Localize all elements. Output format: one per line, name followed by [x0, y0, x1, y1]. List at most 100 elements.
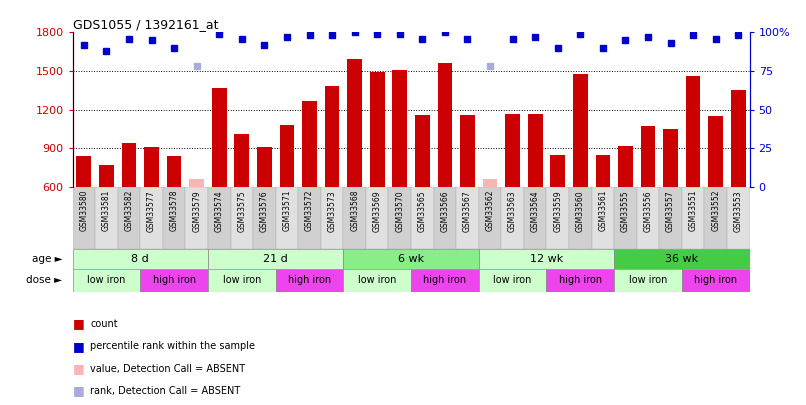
- Bar: [411, 187, 434, 249]
- Text: dose ►: dose ►: [27, 275, 62, 286]
- Bar: [686, 76, 700, 187]
- Bar: [682, 187, 704, 249]
- Bar: [460, 115, 475, 187]
- Bar: [343, 269, 411, 292]
- Text: GSM33569: GSM33569: [372, 190, 382, 232]
- Text: GSM33557: GSM33557: [666, 190, 675, 232]
- Text: percentile rank within the sample: percentile rank within the sample: [90, 341, 256, 351]
- Bar: [618, 146, 633, 187]
- Text: ■: ■: [73, 340, 85, 353]
- Bar: [298, 187, 321, 249]
- Bar: [212, 88, 226, 187]
- Text: 21 d: 21 d: [264, 254, 288, 264]
- Bar: [708, 116, 723, 187]
- Bar: [208, 249, 343, 269]
- Text: GSM33561: GSM33561: [598, 190, 608, 232]
- Bar: [366, 187, 388, 249]
- Text: 36 wk: 36 wk: [665, 254, 699, 264]
- Bar: [208, 269, 276, 292]
- Text: GSM33579: GSM33579: [192, 190, 202, 232]
- Text: 12 wk: 12 wk: [530, 254, 563, 264]
- Bar: [118, 187, 140, 249]
- Text: value, Detection Call = ABSENT: value, Detection Call = ABSENT: [90, 364, 245, 373]
- Bar: [343, 249, 479, 269]
- Bar: [550, 155, 565, 187]
- Bar: [479, 249, 614, 269]
- Bar: [280, 125, 294, 187]
- Bar: [415, 115, 430, 187]
- Bar: [343, 187, 366, 249]
- Bar: [276, 269, 343, 292]
- Bar: [185, 187, 208, 249]
- Bar: [208, 187, 231, 249]
- Bar: [393, 70, 407, 187]
- Bar: [641, 126, 655, 187]
- Bar: [704, 187, 727, 249]
- Bar: [370, 72, 384, 187]
- Bar: [302, 100, 317, 187]
- Text: GSM33559: GSM33559: [553, 190, 563, 232]
- Bar: [524, 187, 546, 249]
- Bar: [122, 143, 136, 187]
- Bar: [388, 187, 411, 249]
- Text: low iron: low iron: [358, 275, 397, 286]
- Text: GSM33574: GSM33574: [214, 190, 224, 232]
- Text: high iron: high iron: [694, 275, 737, 286]
- Bar: [140, 269, 208, 292]
- Bar: [163, 187, 185, 249]
- Text: GSM33560: GSM33560: [575, 190, 585, 232]
- Text: ■: ■: [73, 384, 85, 397]
- Bar: [528, 113, 542, 187]
- Bar: [253, 187, 276, 249]
- Text: high iron: high iron: [152, 275, 196, 286]
- Text: GSM33552: GSM33552: [711, 190, 721, 232]
- Bar: [573, 74, 588, 187]
- Text: GSM33575: GSM33575: [237, 190, 247, 232]
- Text: high iron: high iron: [288, 275, 331, 286]
- Text: GSM33568: GSM33568: [350, 190, 359, 232]
- Bar: [637, 187, 659, 249]
- Bar: [99, 165, 114, 187]
- Text: 8 d: 8 d: [131, 254, 149, 264]
- Text: age ►: age ►: [31, 254, 62, 264]
- Bar: [659, 187, 682, 249]
- Text: GSM33563: GSM33563: [508, 190, 517, 232]
- Bar: [546, 269, 614, 292]
- Bar: [546, 187, 569, 249]
- Text: GSM33564: GSM33564: [530, 190, 540, 232]
- Text: ■: ■: [73, 318, 85, 330]
- Bar: [682, 269, 750, 292]
- Bar: [501, 187, 524, 249]
- Bar: [434, 187, 456, 249]
- Text: low iron: low iron: [87, 275, 126, 286]
- Text: ■: ■: [73, 362, 85, 375]
- Bar: [257, 147, 272, 187]
- Bar: [614, 249, 750, 269]
- Bar: [569, 187, 592, 249]
- Text: GDS1055 / 1392161_at: GDS1055 / 1392161_at: [73, 18, 218, 31]
- Bar: [505, 113, 520, 187]
- Bar: [479, 269, 546, 292]
- Text: rank, Detection Call = ABSENT: rank, Detection Call = ABSENT: [90, 386, 240, 396]
- Bar: [483, 179, 497, 187]
- Bar: [73, 249, 208, 269]
- Text: GSM33577: GSM33577: [147, 190, 156, 232]
- Bar: [235, 134, 249, 187]
- Text: low iron: low iron: [629, 275, 667, 286]
- Bar: [438, 63, 452, 187]
- Text: GSM33576: GSM33576: [260, 190, 269, 232]
- Text: GSM33551: GSM33551: [688, 190, 698, 232]
- Bar: [189, 179, 204, 187]
- Text: GSM33553: GSM33553: [733, 190, 743, 232]
- Bar: [167, 156, 181, 187]
- Bar: [411, 269, 479, 292]
- Text: 6 wk: 6 wk: [398, 254, 424, 264]
- Text: GSM33567: GSM33567: [463, 190, 472, 232]
- Bar: [276, 187, 298, 249]
- Bar: [596, 156, 610, 187]
- Bar: [479, 187, 501, 249]
- Bar: [73, 269, 140, 292]
- Bar: [231, 187, 253, 249]
- Text: GSM33570: GSM33570: [395, 190, 405, 232]
- Bar: [614, 187, 637, 249]
